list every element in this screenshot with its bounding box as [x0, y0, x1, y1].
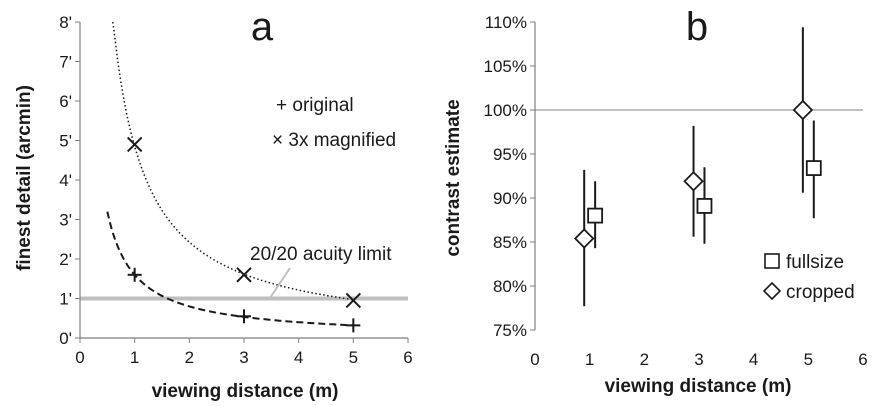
- y-tick-label: 7': [59, 53, 72, 72]
- x-tick-label: 6: [858, 350, 867, 369]
- y-tick-label: 90%: [493, 189, 527, 208]
- panel-a-marks: 0 1 2 3 4 5 6 0' 1' 2' 3' 4' 5' 6' 7' 8': [59, 13, 412, 367]
- x-tick-label: 4: [749, 350, 758, 369]
- data-point-fullsize: [805, 120, 822, 219]
- y-tick-label: 85%: [493, 233, 527, 252]
- y-tick-label: 95%: [493, 145, 527, 164]
- panel-a-legend: + original × 3x magnified: [272, 95, 396, 151]
- data-point-original: [127, 267, 142, 282]
- x-tick-label: 0: [530, 350, 539, 369]
- x-tick-label: 0: [75, 348, 84, 367]
- diamond-marker: [573, 228, 595, 249]
- marker-stroke: [126, 136, 143, 153]
- panel-a-letter: a: [251, 5, 274, 49]
- panel-a: a 0 1 2 3 4 5 6 0' 1' 2' 3' 4' 5' 6' 7' 8' viewing dist…: [14, 5, 413, 402]
- acuity-limit-label: 20/20 acuity limit: [250, 244, 392, 265]
- x-tick-label: 4: [294, 348, 303, 367]
- y-tick-label: 75%: [493, 321, 527, 340]
- cross-icon: ×: [272, 130, 288, 151]
- marker-stroke: [236, 267, 252, 283]
- diamond-marker: [683, 171, 704, 192]
- data-point-original: [237, 309, 251, 324]
- data-point-fullsize: [696, 167, 713, 244]
- x-tick-label: 1: [130, 348, 139, 367]
- y-tick-label: 6': [59, 92, 72, 111]
- panel-b-marks: 0 1 2 3 4 5 6 75% 80% 85% 90% 95% 100% 105% 110%: [484, 13, 868, 369]
- y-tick-label: 100%: [484, 101, 527, 120]
- legend-label-cropped: cropped: [786, 282, 855, 303]
- y-tick-label: 0': [59, 329, 72, 348]
- square-icon: [764, 253, 780, 269]
- square-marker: [696, 198, 713, 214]
- x-tick-label: 3: [694, 350, 703, 369]
- legend-label-fullsize: fullsize: [786, 252, 844, 273]
- y-tick-label: 2': [59, 250, 72, 269]
- x-tick-label: 3: [239, 348, 248, 367]
- x-tick-label: 5: [349, 348, 358, 367]
- panel-b-ylabel: contrast estimate: [443, 99, 464, 256]
- y-tick-label: 80%: [493, 277, 527, 296]
- data-point-magnified: [345, 292, 362, 309]
- x-tick-label: 2: [640, 350, 649, 369]
- diamond-icon: [762, 281, 782, 301]
- panel-b-letter: b: [686, 5, 708, 49]
- plus-icon: +: [276, 95, 292, 116]
- panel-b: b 0 1 2 3 4 5 6 75% 80% 85% 90% 95% 100% 105% 110% vie…: [443, 5, 868, 397]
- x-tick-label: 6: [403, 348, 412, 367]
- legend-label-original: original: [292, 95, 353, 116]
- data-point-original: [346, 318, 361, 333]
- square-marker: [587, 207, 604, 224]
- x-tick-label: 2: [185, 348, 194, 367]
- panel-b-legend: fullsize cropped: [762, 252, 855, 303]
- series-curve-original: [106, 211, 354, 327]
- x-tick-label: 1: [585, 350, 594, 369]
- panel-a-xlabel: viewing distance (m): [152, 381, 339, 402]
- data-point-fullsize: [587, 181, 604, 249]
- data-point-magnified: [236, 267, 252, 283]
- marker-stroke: [345, 292, 362, 309]
- data-point-cropped: [792, 27, 814, 193]
- x-tick-label: 5: [804, 350, 813, 369]
- y-tick-label: 1': [59, 290, 72, 309]
- diamond-marker: [792, 99, 814, 121]
- panel-b-xlabel: viewing distance (m): [605, 376, 792, 397]
- panel-a-ylabel: finest detail (arcmin): [14, 85, 35, 271]
- data-point-cropped: [573, 169, 595, 307]
- y-tick-label: 4': [59, 171, 72, 190]
- data-point-cropped: [683, 125, 704, 237]
- square-marker: [805, 160, 822, 176]
- acuity-limit-pointer: [269, 267, 291, 299]
- data-point-magnified: [126, 136, 143, 153]
- y-tick-label: 105%: [484, 57, 527, 76]
- y-tick-label: 110%: [485, 13, 527, 32]
- legend-item-magnified: × 3x magnified: [272, 130, 396, 151]
- y-tick-label: 5': [59, 132, 72, 151]
- y-tick-label: 3': [59, 211, 72, 230]
- legend-label-magnified: 3x magnified: [288, 130, 396, 151]
- y-tick-label: 8': [59, 13, 72, 32]
- legend-item-original: + original: [276, 95, 354, 116]
